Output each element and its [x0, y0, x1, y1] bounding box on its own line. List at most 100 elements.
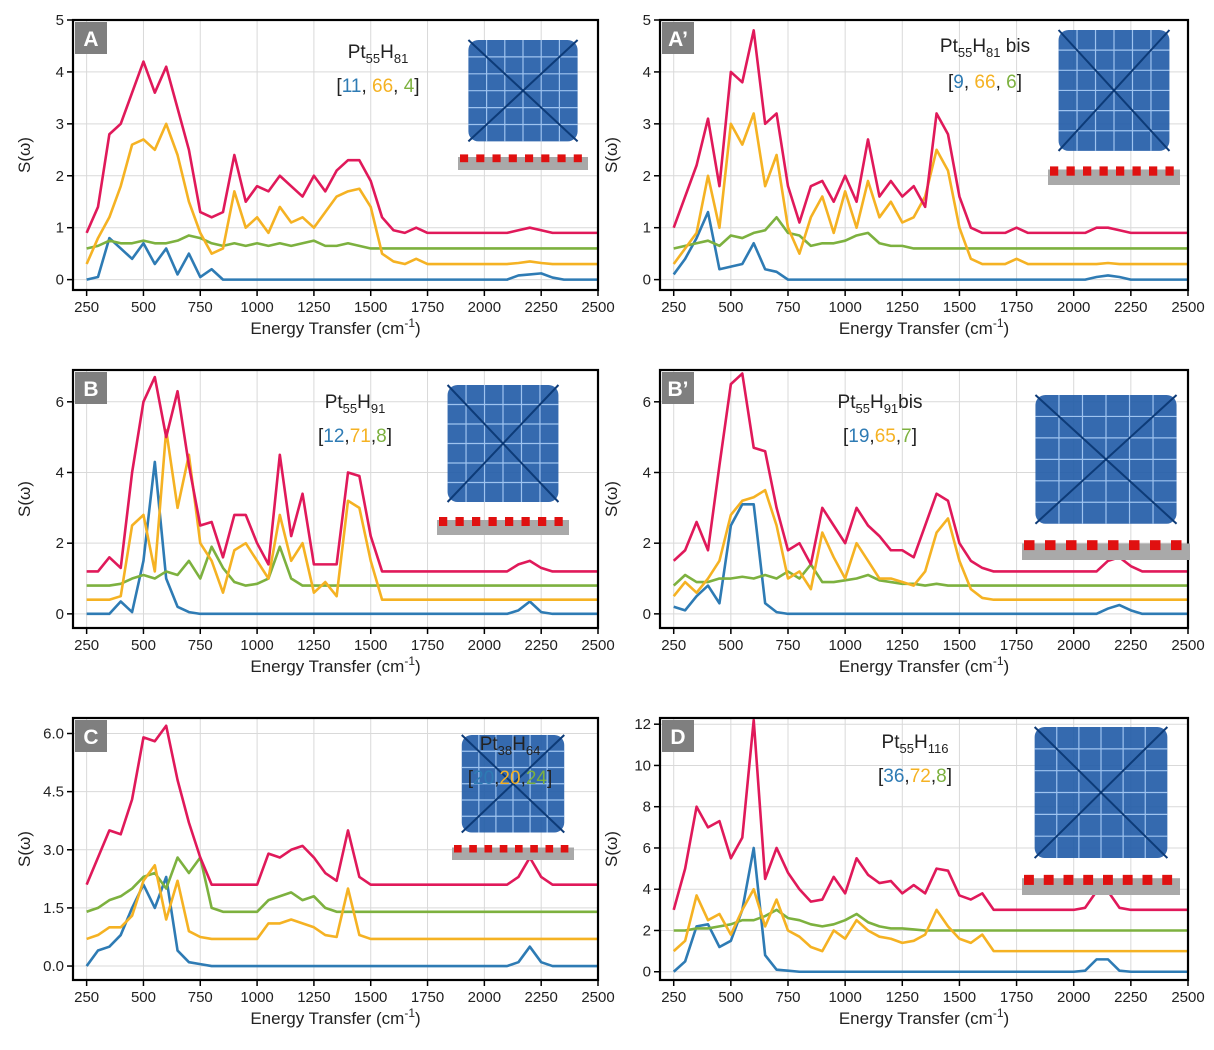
x-axis-label: Energy Transfer (cm-1) — [839, 1006, 1009, 1028]
y-tick-label: 12 — [634, 716, 651, 733]
title-part: 38 — [498, 743, 512, 758]
support-oxygen — [460, 154, 468, 162]
x-label-part: -1 — [993, 654, 1004, 668]
support-oxygen — [1123, 875, 1133, 885]
y-tick-label: 0 — [56, 606, 64, 623]
y-axis-label: S(ω) — [602, 137, 621, 173]
x-tick-label: 1500 — [354, 637, 387, 654]
x-label-part: -1 — [993, 316, 1004, 330]
x-label-part: Energy Transfer (cm — [250, 657, 404, 676]
title-part: 55 — [855, 401, 869, 416]
support-oxygen — [1083, 875, 1093, 885]
x-label-part: Energy Transfer (cm — [839, 657, 993, 676]
composition-bracket: ] — [387, 426, 392, 447]
series-line — [87, 865, 598, 939]
x-tick-label: 1250 — [297, 299, 330, 316]
title-part: 64 — [526, 743, 540, 758]
composition-value: 71 — [350, 426, 371, 447]
x-tick-label: 1750 — [411, 637, 444, 654]
x-tick-label: 2000 — [1057, 989, 1090, 1006]
support-oxygen — [1066, 540, 1077, 550]
x-tick-label: 250 — [661, 299, 686, 316]
panel: 2505007501000125015001750200022502500012… — [15, 12, 615, 338]
composition-value: 66 — [372, 76, 393, 97]
support-oxygen — [454, 845, 462, 853]
support-oxygen — [1116, 166, 1124, 175]
support-oxygen — [472, 517, 480, 526]
panel-title: Pt55H81 bis — [940, 36, 1030, 60]
support-oxygen — [525, 154, 533, 162]
x-tick-label: 2500 — [1171, 989, 1204, 1006]
x-label-part: ) — [415, 1009, 421, 1028]
x-tick-label: 1750 — [411, 989, 444, 1006]
composition-separator: , — [393, 76, 404, 97]
figure: 2505007501000125015001750200022502500012… — [0, 0, 1214, 1050]
x-tick-label: 250 — [74, 989, 99, 1006]
x-tick-label: 250 — [74, 299, 99, 316]
y-axis-label: S(ω) — [602, 831, 621, 867]
title-part: H — [380, 42, 394, 63]
y-tick-label: 6 — [643, 840, 651, 857]
series-line — [87, 235, 598, 248]
y-tick-label: 4.5 — [43, 784, 64, 801]
x-tick-label: 1250 — [886, 637, 919, 654]
y-tick-label: 0 — [643, 964, 651, 981]
support-oxygen — [555, 517, 563, 526]
composition-value: 20 — [473, 768, 494, 789]
composition: [36,72,8] — [878, 766, 952, 787]
y-tick-label: 5 — [643, 12, 651, 29]
composition-value: 7 — [901, 426, 912, 447]
x-tick-label: 1250 — [297, 637, 330, 654]
y-tick-label: 4 — [56, 464, 64, 481]
x-tick-label: 500 — [131, 299, 156, 316]
x-label-part: -1 — [404, 654, 415, 668]
x-tick-label: 1500 — [943, 989, 976, 1006]
structure-image — [1022, 727, 1180, 895]
title-part: Pt — [838, 392, 857, 413]
y-tick-label: 0 — [643, 272, 651, 289]
series-line — [87, 877, 598, 966]
x-label-part: Energy Transfer (cm — [250, 1009, 404, 1028]
composition-bracket: ] — [947, 766, 952, 787]
y-tick-label: 6 — [56, 394, 64, 411]
y-tick-label: 6.0 — [43, 726, 64, 743]
support-oxygen — [1103, 875, 1113, 885]
x-tick-label: 2500 — [1171, 299, 1204, 316]
y-tick-label: 4 — [643, 64, 651, 81]
x-tick-label: 750 — [775, 299, 800, 316]
x-tick-label: 750 — [188, 637, 213, 654]
title-part: H — [914, 732, 928, 753]
support-oxygen — [1024, 540, 1035, 550]
support-oxygen — [505, 517, 513, 526]
x-axis-label: Energy Transfer (cm-1) — [839, 654, 1009, 676]
series-line — [674, 212, 1188, 280]
x-tick-label: 1500 — [354, 299, 387, 316]
x-label-part: -1 — [404, 1006, 415, 1020]
panel-title: Pt55H116 — [882, 732, 949, 756]
x-tick-label: 750 — [775, 989, 800, 1006]
y-tick-label: 3 — [643, 116, 651, 133]
title-part: 81 — [986, 45, 1000, 60]
y-tick-label: 6 — [643, 394, 651, 411]
x-label-part: ) — [415, 319, 421, 338]
support-oxygen — [1067, 166, 1075, 175]
y-axis-label: S(ω) — [15, 831, 34, 867]
x-label-part: Energy Transfer (cm — [250, 319, 404, 338]
x-label-part: Energy Transfer (cm — [839, 1009, 993, 1028]
y-tick-label: 8 — [643, 799, 651, 816]
x-tick-label: 1000 — [240, 637, 273, 654]
x-tick-label: 1000 — [828, 299, 861, 316]
title-part: Pt — [882, 732, 901, 753]
x-tick-label: 250 — [661, 637, 686, 654]
y-tick-label: 0.0 — [43, 958, 64, 975]
y-tick-label: 10 — [634, 757, 651, 774]
support-oxygen — [1150, 540, 1161, 550]
composition-value: 36 — [883, 766, 904, 787]
x-tick-label: 750 — [188, 989, 213, 1006]
panel: 2505007501000125015001750200022502500024… — [602, 370, 1205, 676]
x-label-part: ) — [1004, 657, 1010, 676]
y-tick-label: 2 — [643, 168, 651, 185]
support-oxygen — [1050, 166, 1058, 175]
support-oxygen — [546, 845, 554, 853]
